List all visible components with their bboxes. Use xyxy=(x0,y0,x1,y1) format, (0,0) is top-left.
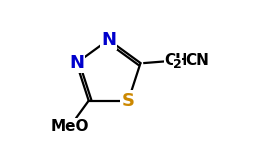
Text: 2: 2 xyxy=(173,58,182,71)
Text: N: N xyxy=(69,54,84,72)
Text: MeO: MeO xyxy=(51,119,90,134)
Text: CH: CH xyxy=(164,53,188,68)
Text: N: N xyxy=(101,31,116,49)
Text: S: S xyxy=(122,92,135,110)
Text: CN: CN xyxy=(186,53,210,68)
